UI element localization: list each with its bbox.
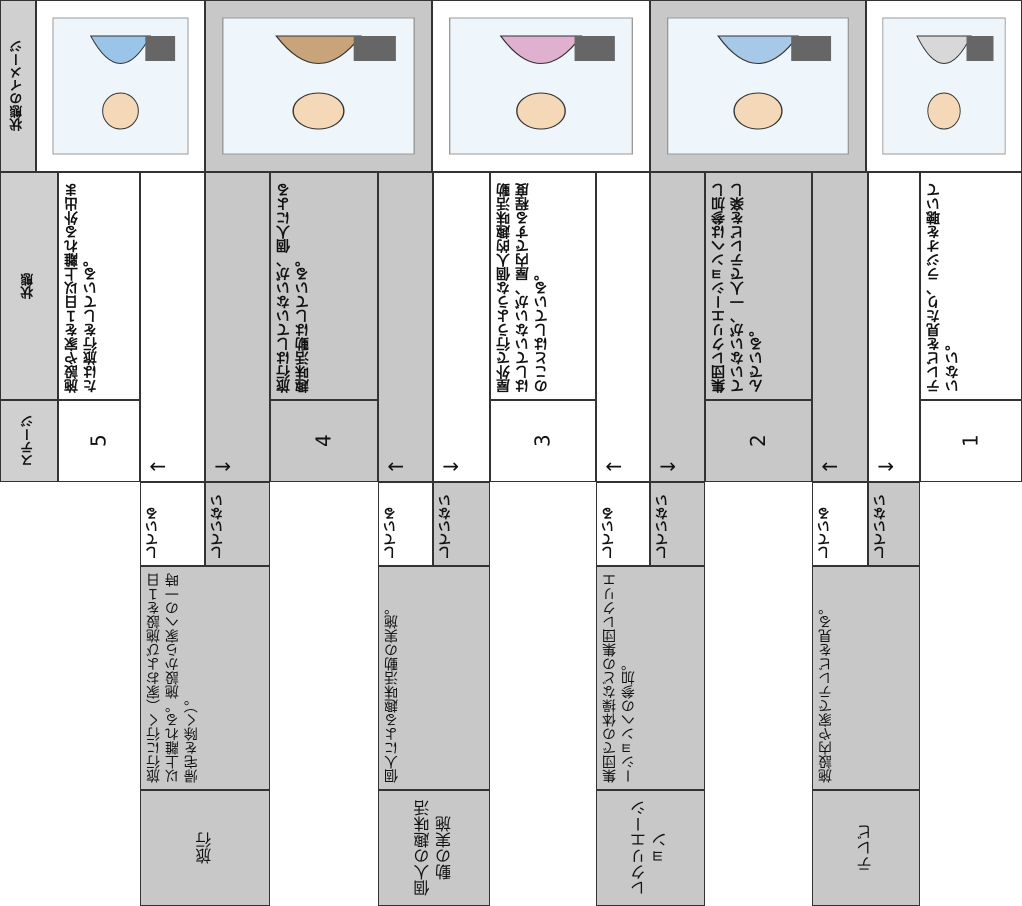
arrow-down: ↓ [650, 172, 705, 482]
arrow-down: ↓ [433, 172, 490, 482]
state-image [432, 0, 650, 172]
activity-description: 個人による趣味活動の実施。 [378, 566, 490, 790]
no-label: していない [205, 482, 270, 566]
no-label: していない [650, 482, 705, 566]
header-state: 状態 [0, 172, 58, 400]
activity-name: テレビ [812, 790, 920, 906]
arrow-up: ↑ [812, 172, 868, 482]
state-image [36, 0, 205, 172]
illustration [52, 17, 189, 155]
arrow-up: ↑ [596, 172, 650, 482]
stage-number: 1 [920, 400, 1022, 482]
activity-description: 施設内や家でテレビを見る。 [812, 566, 920, 790]
arrow-up: ↑ [140, 172, 205, 482]
stage-number: 3 [490, 400, 596, 482]
activity-description: 旅行に行く（家および施設を１日以上離れる。施設から家への一時帰宅を除く）。 [140, 566, 270, 790]
activity-name: 個人の趣味活動の実施 [378, 790, 490, 906]
state-image [866, 0, 1022, 172]
state-image [650, 0, 866, 172]
state-text: 旅行はしていないが、個人による趣味活動はしている。 [270, 172, 378, 400]
illustration [666, 17, 850, 155]
illustration [222, 17, 415, 155]
state-text: 集団レクリエーションへは参加していないが、一人でテレビを楽しんでいる。 [705, 172, 812, 400]
no-label: していない [868, 482, 920, 566]
header-image: 状態のイメージ [0, 0, 36, 172]
activity-name: レクリエーション [596, 790, 705, 906]
arrow-down: ↓ [205, 172, 270, 482]
activity-description: 集団での体操などの集団レクリエーションへの参加。 [596, 566, 705, 790]
header-stage: ステージ [0, 400, 58, 482]
arrow-down: ↓ [868, 172, 920, 482]
state-text: 施設や家を１日以上離れる外出または旅行をしている。 [58, 172, 140, 400]
state-text: テレビを見たり、ラジオを聴いていない。 [920, 172, 1022, 400]
state-image [205, 0, 432, 172]
state-text: 屋外で行うような個人的趣味活動はしていないが、屋内でする程度のことはしている。 [490, 172, 596, 400]
yes-label: している [140, 482, 205, 566]
yes-label: している [812, 482, 868, 566]
illustration [449, 17, 633, 155]
activity-name: 旅行 [140, 790, 270, 906]
stage-number: 5 [58, 400, 140, 482]
stage-number: 2 [705, 400, 812, 482]
yes-label: している [378, 482, 433, 566]
no-label: していない [433, 482, 490, 566]
arrow-up: ↑ [378, 172, 433, 482]
illustration [882, 17, 1006, 155]
stage-number: 4 [270, 400, 378, 482]
yes-label: している [596, 482, 650, 566]
